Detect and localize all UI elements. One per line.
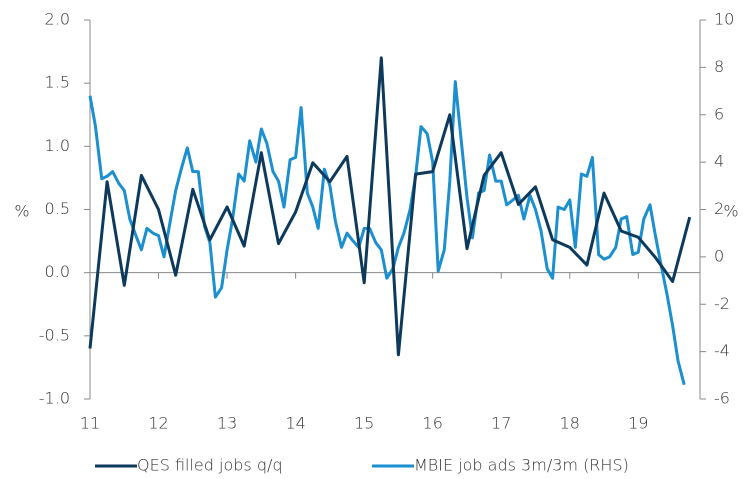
y-tick-label: 0.5 xyxy=(45,199,70,218)
x-tick-label: 15 xyxy=(354,414,374,433)
x-tick-label: 11 xyxy=(80,414,100,433)
legend-label: MBIE job ads 3m/3m (RHS) xyxy=(414,456,629,475)
y-tick-label: -1.0 xyxy=(39,389,70,408)
y2-tick-label: 0 xyxy=(714,246,724,265)
y2-axis-label: % xyxy=(723,202,738,221)
x-tick-label: 12 xyxy=(148,414,168,433)
y2-tick-label: 8 xyxy=(714,57,724,76)
y2-tick-label: 10 xyxy=(714,10,734,29)
x-tick-label: 19 xyxy=(628,414,648,433)
y-tick-label: 2.0 xyxy=(45,10,70,29)
y-tick-label: 0.0 xyxy=(45,262,70,281)
x-tick-label: 13 xyxy=(217,414,237,433)
y2-tick-label: -4 xyxy=(714,341,730,360)
y-tick-label: 1.5 xyxy=(45,73,70,92)
x-tick-label: 16 xyxy=(423,414,443,433)
y-axis-label: % xyxy=(14,202,29,221)
y2-tick-label: -6 xyxy=(714,389,730,408)
y2-tick-label: 4 xyxy=(714,152,724,171)
series-line xyxy=(88,80,686,386)
series-line xyxy=(88,56,692,357)
y2-tick-label: -2 xyxy=(714,294,730,313)
y2-tick-label: 6 xyxy=(714,104,724,123)
x-tick-label: 17 xyxy=(491,414,511,433)
y2-tick-label: 2 xyxy=(714,199,724,218)
x-tick-label: 14 xyxy=(285,414,305,433)
x-tick-label: 18 xyxy=(560,414,580,433)
y-tick-label: -0.5 xyxy=(39,325,70,344)
legend-label: QES filled jobs q/q xyxy=(137,456,283,475)
y-tick-label: 1.0 xyxy=(45,136,70,155)
